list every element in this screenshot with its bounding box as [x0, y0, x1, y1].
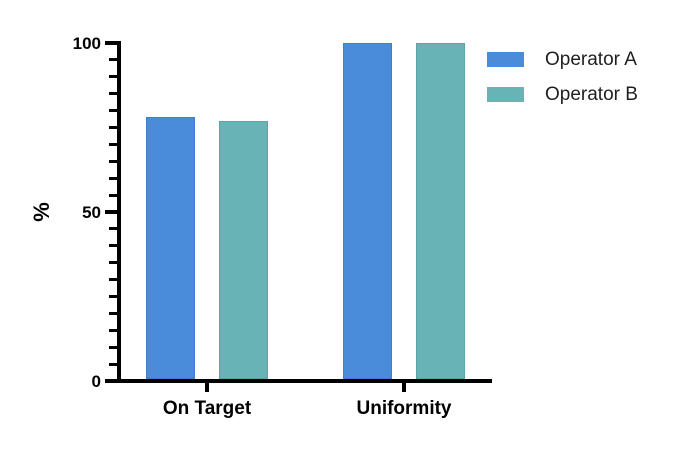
y-minor-tick-5 [109, 362, 118, 366]
y-major-tick-100 [105, 41, 118, 45]
y-major-tick-0 [105, 379, 118, 383]
y-minor-tick-90 [109, 75, 118, 79]
y-minor-tick-65 [109, 159, 118, 163]
x-category-label-on-target: On Target [162, 398, 252, 419]
y-minor-tick-60 [109, 176, 118, 180]
y-minor-tick-35 [109, 261, 118, 265]
legend-label-operator-a: Operator A [545, 48, 637, 70]
legend-item-operator-b: Operator B [487, 83, 638, 105]
legend-label-operator-b: Operator B [545, 83, 638, 105]
x-tick-uniformity [402, 382, 406, 392]
y-major-tick-50 [105, 210, 118, 214]
y-minor-tick-75 [109, 126, 118, 129]
y-minor-tick-15 [109, 328, 118, 332]
y-minor-tick-30 [109, 278, 118, 282]
y-minor-tick-85 [109, 92, 118, 96]
y-minor-tick-45 [109, 227, 118, 231]
y-minor-tick-95 [109, 58, 118, 62]
y-minor-tick-55 [109, 193, 118, 197]
bar-uniformity-operator-b [416, 43, 465, 379]
y-minor-tick-40 [109, 244, 118, 248]
legend: Operator A Operator B [487, 48, 638, 120]
y-axis-line [117, 41, 121, 383]
legend-swatch-operator-b [487, 87, 524, 102]
legend-swatch-operator-a [487, 52, 524, 67]
x-tick-on-target [205, 382, 209, 392]
y-tick-label-50: 50 [82, 202, 101, 222]
y-tick-label-100: 100 [72, 33, 101, 53]
x-axis-line [117, 379, 492, 383]
y-axis-label: % [29, 202, 54, 222]
y-minor-tick-80 [109, 109, 118, 113]
y-minor-tick-70 [109, 142, 118, 146]
bar-on-target-operator-a [146, 117, 195, 379]
legend-item-operator-a: Operator A [487, 48, 638, 70]
y-tick-label-0: 0 [91, 371, 101, 391]
y-minor-tick-10 [109, 345, 118, 349]
bar-uniformity-operator-a [343, 43, 392, 379]
y-minor-tick-20 [109, 311, 118, 315]
x-category-label-uniformity: Uniformity [356, 398, 452, 419]
y-minor-tick-25 [109, 295, 118, 298]
bar-on-target-operator-b [219, 120, 268, 379]
